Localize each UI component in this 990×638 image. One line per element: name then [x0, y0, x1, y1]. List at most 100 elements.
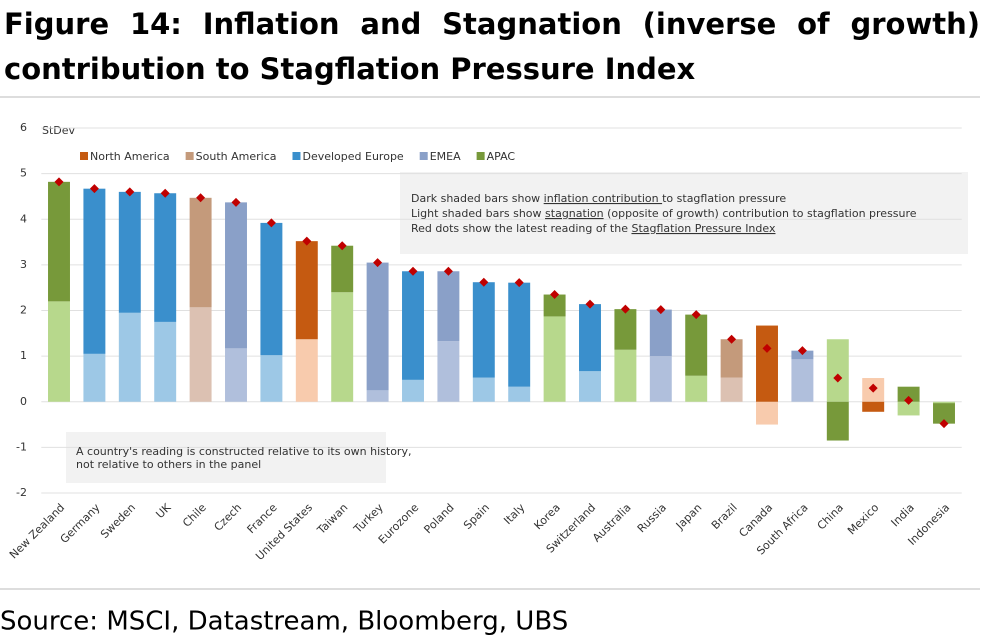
legend-label: South America [196, 150, 277, 163]
stagnation-bar [543, 316, 566, 402]
x-tick-label: Italy [501, 501, 527, 527]
stagnation-bar [225, 348, 247, 402]
x-tick-label: Chile [180, 501, 209, 530]
inflation-bar [48, 181, 70, 302]
legend-swatch [80, 152, 88, 160]
inflation-bar [225, 202, 247, 349]
inflation-bar [295, 241, 318, 340]
inflation-bar [543, 294, 566, 317]
stagnation-bar [295, 339, 318, 402]
legend-swatch [419, 152, 428, 160]
inflation-bar [649, 309, 672, 357]
inflation-bar [154, 193, 177, 322]
index-dot [266, 218, 276, 228]
x-tick-label: Korea [532, 501, 563, 532]
note-segment: to stagflation pressure [662, 192, 786, 205]
index-dot [620, 304, 630, 314]
legend-swatch [476, 152, 485, 160]
y-tick-label: 0 [20, 395, 27, 408]
index-dot [479, 277, 489, 287]
index-dot [231, 197, 241, 207]
source: Source: MSCI, Datastream, Bloomberg, UBS [0, 607, 568, 637]
index-dot [54, 177, 64, 187]
inflation-bar [933, 403, 955, 424]
stagnation-bar [402, 379, 424, 402]
stagnation-bar [826, 339, 849, 402]
inflation-bar [614, 309, 637, 350]
index-dot [550, 290, 560, 300]
inflation-bar [402, 271, 424, 380]
stagnation-bar [189, 307, 212, 402]
stagnation-bar [154, 321, 177, 402]
note-segment: Dark shaded bars show [411, 192, 544, 205]
index-dot [904, 395, 914, 405]
stagnation-bar [897, 401, 920, 416]
note-segment: (opposite of growth) contribution to sta… [604, 207, 917, 220]
stagnation-bar [48, 301, 70, 402]
x-tick-label: Brazil [709, 501, 740, 532]
x-tick-label: France [245, 501, 280, 536]
inflation-bar [331, 245, 354, 293]
inflation-bar [260, 222, 283, 356]
stagnation-bar [649, 356, 672, 402]
x-tick-label: Russia [635, 501, 669, 535]
stagnation-bar [437, 341, 460, 402]
stagnation-bar [508, 386, 531, 402]
note-box [400, 172, 968, 254]
y-tick-label: 1 [20, 349, 27, 362]
inflation-bar [826, 401, 849, 441]
index-dot [797, 346, 807, 356]
inflation-bar [756, 325, 778, 402]
stagnation-bar [331, 292, 354, 402]
x-tick-label: India [889, 501, 917, 529]
index-dot [302, 236, 312, 246]
index-dot [408, 266, 418, 276]
y-tick-label: 6 [20, 121, 27, 134]
stagnation-bar [933, 401, 955, 404]
index-dot [196, 193, 206, 203]
index-dot [585, 299, 595, 309]
x-tick-label: Poland [421, 501, 456, 536]
inflation-bar [508, 282, 531, 387]
x-tick-label: Taiwan [314, 501, 350, 537]
legend-swatch [185, 152, 194, 160]
legend-swatch [292, 152, 301, 160]
legend-label: Developed Europe [302, 150, 403, 163]
stagnation-bar [791, 359, 814, 402]
index-dot [868, 383, 878, 393]
y-tick-label: 5 [20, 167, 27, 180]
y-tick-label: -2 [16, 486, 27, 499]
index-dot [762, 343, 772, 353]
x-tick-label: Czech [212, 501, 245, 534]
note-segment: Red dots show the latest reading of the [411, 222, 631, 235]
inflation-bar [472, 282, 495, 378]
inflation-bar [720, 339, 743, 378]
chart-title: Figure 14: Inflation and Stagnation (inv… [4, 7, 980, 86]
y-tick-label: 4 [20, 212, 27, 225]
inflation-bar [83, 188, 106, 354]
note-text: Red dots show the latest reading of the … [411, 222, 776, 235]
index-dot [727, 334, 737, 344]
stagnation-bar [83, 353, 106, 402]
y-tick-label: 3 [20, 258, 27, 271]
note-segment: stagnation [545, 207, 604, 220]
legend-label: North America [90, 150, 170, 163]
stagnation-bar [472, 377, 495, 402]
inflation-bar [685, 314, 708, 376]
note-box [66, 432, 386, 483]
x-tick-label: Mexico [845, 501, 882, 538]
index-dot [160, 188, 170, 198]
note-segment: inflation contribution [544, 192, 662, 205]
stagnation-bar [756, 401, 778, 425]
inflation-bar [366, 262, 389, 391]
stagnation-bar [685, 375, 708, 402]
index-dot [833, 373, 843, 383]
inflation-bar [579, 304, 601, 372]
stagnation-bar [614, 349, 637, 402]
inflation-bar [189, 197, 212, 308]
index-dot [443, 266, 453, 276]
x-tick-label: Australia [590, 501, 634, 545]
y-tick-label: -1 [16, 440, 27, 453]
